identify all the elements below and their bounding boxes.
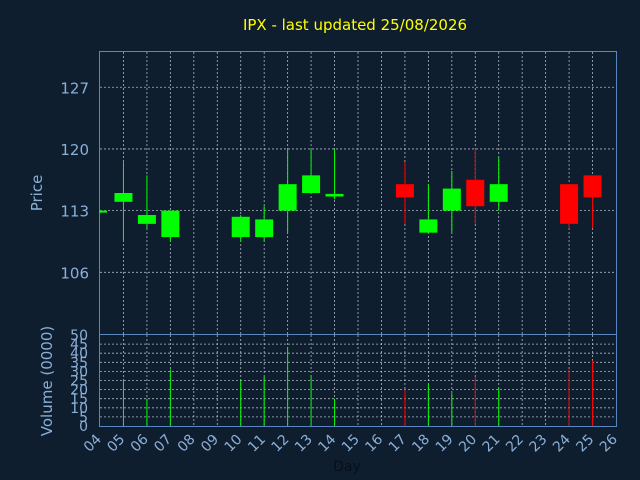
- volume-tick-label: 25: [70, 374, 88, 390]
- day-tick-label: 06: [128, 431, 152, 455]
- candle-body: [302, 175, 321, 193]
- candle-body: [489, 184, 508, 202]
- volume-tick-label: 45: [70, 337, 88, 353]
- volume-grid: [100, 335, 616, 426]
- chart-title: IPX - last updated 25/08/2026: [243, 16, 467, 34]
- volume-tick-label: 0: [79, 419, 88, 435]
- candle-body: [231, 216, 250, 238]
- day-tick-label: 23: [527, 432, 551, 456]
- price-tick-label: 106: [60, 264, 89, 282]
- day-tick-label: 15: [339, 432, 363, 456]
- day-tick-label: 14: [315, 431, 339, 455]
- day-axis-ticks: 04 05 06 07 08 09 10 11 12 13 14 15 16 17 18 19 20 21 22 23…: [81, 431, 621, 455]
- candle-body: [466, 179, 485, 207]
- day-tick-label: 08: [175, 432, 199, 456]
- volume-tick-label: 20: [70, 383, 88, 399]
- day-tick-label: 22: [503, 432, 527, 456]
- volume-tick-label: 5: [79, 410, 88, 426]
- price-tick-label: 120: [60, 141, 89, 159]
- day-tick-label: 11: [245, 432, 269, 456]
- day-tick-label: 17: [386, 432, 410, 456]
- volume-tick-label: 10: [70, 401, 88, 417]
- day-tick-label: 13: [292, 432, 316, 456]
- volume-axis-label: Volume (0000): [38, 326, 56, 436]
- day-tick-label: 26: [597, 431, 621, 455]
- day-tick-label: 16: [362, 431, 386, 455]
- price-axis-label: Price: [28, 175, 46, 212]
- day-tick-label: 12: [269, 432, 293, 456]
- day-tick-label: 18: [409, 432, 433, 456]
- candles: [99, 148, 602, 242]
- volume-bars: [122, 347, 594, 426]
- candle-body: [114, 193, 133, 202]
- day-tick-label: 24: [550, 431, 574, 455]
- day-tick-label: 05: [104, 432, 128, 456]
- candle-body: [583, 175, 602, 198]
- candle-body: [137, 215, 156, 224]
- candle-body: [395, 184, 414, 198]
- day-tick-label: 09: [198, 432, 222, 456]
- candle-body: [419, 219, 438, 233]
- price-tick-label: 127: [60, 79, 89, 97]
- price-grid: [100, 52, 616, 334]
- candle-body: [255, 219, 274, 238]
- candle-body: [278, 184, 297, 211]
- price-axis-ticks: 106 113 120 127: [60, 79, 89, 282]
- candle-body: [161, 210, 180, 238]
- volume-tick-label: 50: [70, 328, 88, 344]
- price-tick-label: 113: [60, 203, 89, 221]
- day-axis-label: Day: [333, 459, 361, 475]
- day-tick-label: 21: [480, 432, 504, 456]
- day-tick-label: 19: [433, 432, 457, 456]
- day-tick-label: 07: [151, 432, 175, 456]
- day-tick-label: 25: [573, 432, 597, 456]
- candle-body: [560, 184, 579, 224]
- day-tick-label: 04: [81, 431, 105, 455]
- volume-tick-label: 40: [70, 346, 88, 362]
- day-tick-label: 10: [222, 432, 246, 456]
- candle-body: [325, 193, 344, 197]
- candle-body: [442, 188, 461, 211]
- day-tick-label: 20: [456, 432, 480, 456]
- volume-panel-frame: [99, 334, 617, 427]
- volume-tick-label: 35: [70, 355, 88, 371]
- volume-tick-label: 30: [70, 364, 88, 380]
- volume-tick-label: 15: [70, 392, 88, 408]
- candle-body: [100, 210, 107, 213]
